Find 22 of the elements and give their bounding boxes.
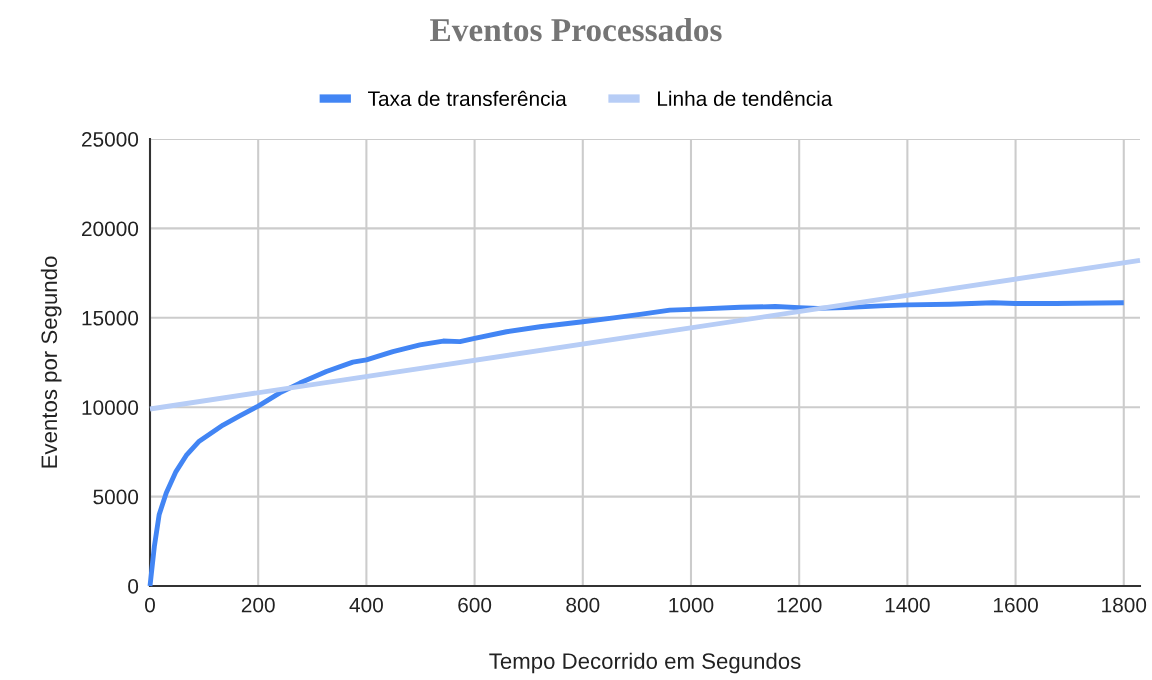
y-tick-label: 5000 — [93, 489, 139, 505]
x-tick-label: 1400 — [885, 597, 930, 613]
x-tick-label: 200 — [241, 597, 275, 613]
legend-label: Taxa de transferência — [368, 90, 567, 107]
x-tick-label: 400 — [349, 597, 383, 613]
x-tick-label: 600 — [458, 597, 492, 613]
y-tick-label: 25000 — [82, 132, 139, 147]
chart-title: Eventos Processados — [430, 17, 722, 42]
x-tick-label: 1200 — [777, 597, 822, 613]
legend-label: Linha de tendência — [658, 90, 833, 107]
x-tick-label: 1000 — [669, 597, 714, 613]
x-tick-label: 0 — [145, 597, 155, 613]
x-tick-label: 800 — [566, 597, 600, 613]
y-axis-title: Eventos por Segundo — [40, 256, 62, 468]
x-tick-label: 1800 — [1102, 597, 1147, 613]
y-tick-label: 15000 — [82, 310, 139, 326]
line-series — [147, 300, 1127, 589]
x-tick-label: 1600 — [993, 597, 1038, 613]
y-tick-label: 10000 — [82, 400, 139, 415]
x-axis-title: Tempo Decorrido em Segundos — [489, 652, 801, 674]
y-tick-label: 0 — [128, 579, 139, 594]
y-tick-label: 20000 — [82, 221, 139, 237]
